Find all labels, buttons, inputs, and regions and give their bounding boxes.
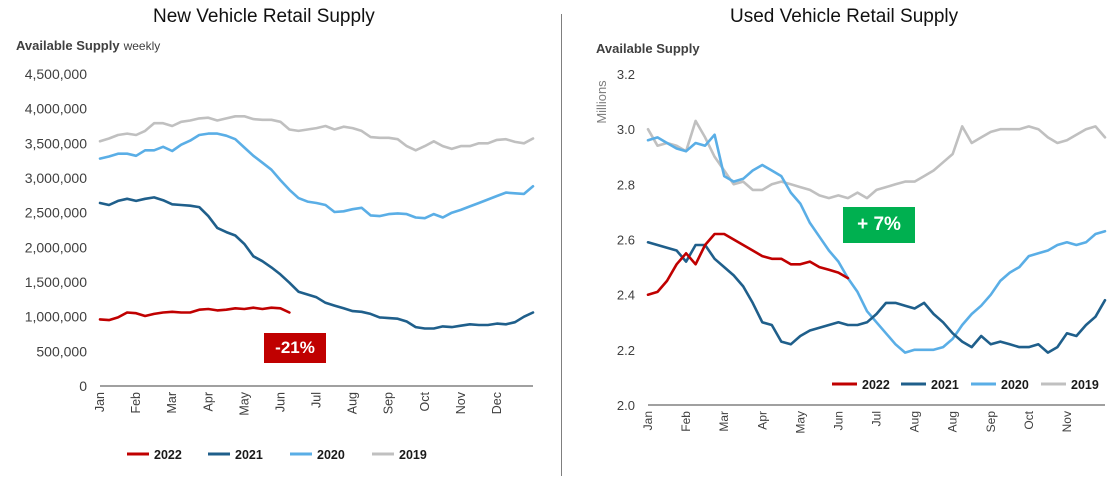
- used-vehicle-x-tick-label: Oct: [1022, 410, 1036, 429]
- new-vehicle-y-tick-label: 1,500,000: [25, 274, 87, 290]
- used-vehicle-x-tick-label: Jun: [831, 411, 845, 430]
- used-vehicle-x-tick-label: Aug: [946, 411, 960, 432]
- used-vehicle-x-tick-label: Mar: [717, 411, 731, 432]
- new-vehicle-x-tick-label: Apr: [201, 392, 215, 411]
- new-vehicle-y-tick-label: 4,000,000: [25, 101, 87, 117]
- used-vehicle-y-unit-label: Millions: [594, 80, 609, 124]
- new-vehicle-y-tick-label: 4,500,000: [25, 66, 87, 82]
- new-vehicle-x-tick-label: Mar: [165, 392, 179, 414]
- new-vehicle-x-tick-label: Jan: [93, 392, 107, 412]
- used-vehicle-legend-label-2021: 2021: [931, 378, 959, 392]
- used-vehicle-x-tick-label: Feb: [679, 411, 693, 432]
- new-vehicle-y-tick-label: 3,000,000: [25, 170, 87, 186]
- new-vehicle-x-tick-label: Sep: [382, 392, 396, 414]
- new-vehicle-x-tick-label: Oct: [418, 391, 432, 411]
- used-vehicle-legend-label-2019: 2019: [1071, 378, 1099, 392]
- used-vehicle-y-tick-label: 2.4: [617, 288, 635, 303]
- new-vehicle-x-tick-label: Dec: [490, 392, 504, 414]
- new-vehicle-x-tick-label: Jun: [273, 392, 287, 412]
- new-vehicle-chart-title: New Vehicle Retail Supply: [153, 6, 375, 27]
- new-vehicle-series-2022-line: [98, 306, 291, 322]
- used-vehicle-x-tick-label: Sep: [984, 411, 998, 433]
- used-vehicle-y-axis-title: Available Supply: [596, 41, 700, 56]
- new-vehicle-series-2019-line: [98, 115, 535, 152]
- used-vehicle-series-2022-line: [646, 232, 850, 297]
- new-vehicle-x-tick-label: May: [237, 391, 251, 415]
- new-vehicle-legend-label-2022: 2022: [154, 448, 182, 462]
- new-vehicle-change-callout: -21%: [264, 333, 326, 363]
- new-vehicle-legend-label-2019: 2019: [399, 448, 427, 462]
- used-vehicle-legend-label-2020: 2020: [1001, 378, 1029, 392]
- new-vehicle-legend-label-2020: 2020: [317, 448, 345, 462]
- used-vehicle-y-tick-label: 2.2: [617, 343, 635, 358]
- used-vehicle-chart-title: Used Vehicle Retail Supply: [730, 6, 959, 27]
- new-vehicle-series-2021-line: [98, 196, 535, 330]
- new-vehicle-y-tick-label: 500,000: [36, 343, 87, 359]
- new-vehicle-y-axis-suffix: weekly: [123, 39, 161, 53]
- used-vehicle-chart-svg: 2.0 2.2 2.4 2.6 2.8 3.0 3.2 Millions Jan Feb Mar Ap…: [594, 67, 1107, 434]
- panel-divider: [561, 14, 562, 476]
- used-vehicle-series-2021-line: [646, 241, 1107, 354]
- used-vehicle-x-tick-label: May: [793, 411, 807, 434]
- used-vehicle-x-tick-label: Nov: [1060, 411, 1074, 432]
- new-vehicle-x-tick-label: Feb: [129, 392, 143, 414]
- used-vehicle-x-tick-label: Aug: [908, 411, 922, 432]
- new-vehicle-y-tick-label: 3,500,000: [25, 135, 87, 151]
- used-vehicle-x-tick-label: Jan: [641, 411, 655, 430]
- used-vehicle-change-callout: + 7%: [843, 207, 915, 243]
- used-vehicle-legend-label-2022: 2022: [862, 378, 890, 392]
- new-vehicle-legend-label-2021: 2021: [235, 448, 263, 462]
- new-vehicle-y-tick-label: 2,000,000: [25, 239, 87, 255]
- new-vehicle-x-tick-label: Jul: [310, 392, 324, 408]
- used-vehicle-y-tick-label: 2.8: [617, 177, 635, 192]
- used-vehicle-y-tick-label: 3.0: [617, 122, 635, 137]
- new-vehicle-y-axis-title: Available Supply weekly: [16, 38, 160, 53]
- new-vehicle-y-axis-label: Available Supply: [16, 38, 120, 53]
- used-vehicle-y-tick-label: 3.2: [617, 67, 635, 82]
- used-vehicle-x-tick-label: Apr: [755, 411, 769, 430]
- new-vehicle-chart-svg: 0 500,000 1,000,000 1,500,000 2,000,000 2,500…: [25, 66, 535, 462]
- new-vehicle-chart-panel: New Vehicle Retail Supply Available Supp…: [0, 0, 550, 485]
- used-vehicle-series-2019-line: [646, 119, 1107, 200]
- used-vehicle-y-tick-label: 2.0: [617, 398, 635, 413]
- new-vehicle-series-2020-line: [98, 132, 535, 220]
- used-vehicle-x-tick-label: Jul: [870, 411, 884, 426]
- new-vehicle-y-tick-label: 1,000,000: [25, 309, 87, 325]
- new-vehicle-y-tick-label: 0: [79, 378, 87, 394]
- new-vehicle-x-tick-label: Nov: [454, 391, 468, 414]
- new-vehicle-x-tick-label: Aug: [346, 392, 360, 414]
- used-vehicle-chart-panel: Used Vehicle Retail Supply Available Sup…: [570, 0, 1114, 485]
- used-vehicle-series-2020-line: [646, 133, 1107, 354]
- new-vehicle-y-tick-label: 2,500,000: [25, 205, 87, 221]
- used-vehicle-y-tick-label: 2.6: [617, 233, 635, 248]
